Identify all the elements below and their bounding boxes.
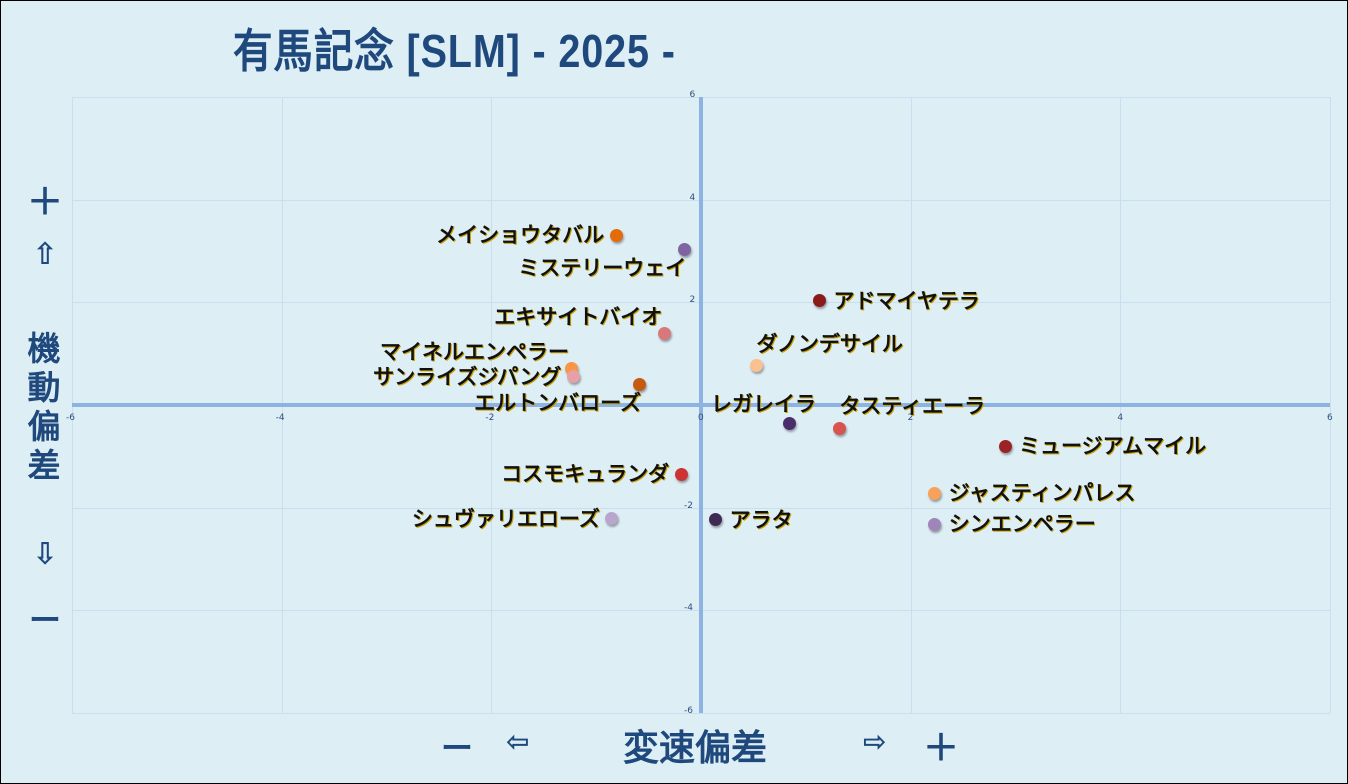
data-point[interactable]	[605, 512, 619, 526]
y-axis-line	[699, 97, 703, 713]
x-tick-label: -6	[66, 413, 75, 423]
chart-title: 有馬記念 [SLM] - 2025 -	[233, 25, 676, 77]
data-point[interactable]	[674, 467, 688, 481]
point-label: エルトンバローズ	[474, 390, 642, 415]
data-point[interactable]	[812, 294, 826, 308]
point-label: ミステリーウェイ	[518, 255, 687, 280]
y-tick-label: 2	[689, 295, 696, 306]
point-label: アラタ	[729, 507, 793, 532]
point-label: コスモキュランダ	[501, 462, 670, 487]
down-arrow-icon: ⇩	[32, 537, 58, 572]
up-arrow-icon: ⇧	[32, 237, 58, 272]
y-tick-label: 6	[689, 90, 696, 100]
data-point[interactable]	[632, 378, 646, 392]
plot-area: -6 -4 -2 0 2 4 6 6 4 2 -2 -4 -6 メイショウタバルミステリーウェイエキサイト…	[66, 90, 1333, 716]
y-tick-label: -2	[684, 500, 693, 511]
point-label: シュヴァリエローズ	[411, 506, 600, 531]
data-point[interactable]	[709, 513, 723, 527]
x-tick-label: 4	[1117, 413, 1124, 423]
x-axis-label: 変速偏差	[623, 728, 768, 769]
point-label: メイショウタバル	[436, 223, 605, 248]
left-arrow-icon: ⇦	[506, 725, 530, 758]
point-label: アドマイヤテラ	[833, 288, 980, 313]
point-label: ジャスティンパレス	[948, 481, 1136, 506]
data-point[interactable]	[609, 228, 623, 242]
point-label: エキサイトバイオ	[494, 305, 663, 330]
y-tick-label: -6	[684, 706, 693, 716]
x-tick-label: 2	[907, 413, 914, 423]
point-label: ミュージアムマイル	[1019, 434, 1207, 459]
data-point[interactable]	[677, 243, 691, 257]
x-plus-sign: ＋	[923, 728, 960, 769]
y-tick-label: 4	[689, 192, 696, 203]
point-label: タスティエーラ	[839, 394, 986, 419]
y-tick-label: -4	[684, 603, 693, 614]
gridline-horizontal	[72, 713, 1330, 714]
data-point[interactable]	[928, 486, 942, 500]
y-minus-sign: ー	[28, 601, 61, 639]
data-point[interactable]	[928, 517, 942, 531]
gridline-vertical	[1330, 97, 1331, 713]
right-arrow-icon: ⇨	[863, 725, 887, 758]
point-label: ダノンデサイル	[756, 331, 903, 356]
data-point[interactable]	[782, 417, 796, 431]
data-point[interactable]	[832, 421, 846, 435]
data-point[interactable]	[657, 326, 671, 340]
point-label: サンライズジパング	[373, 364, 562, 389]
y-plus-sign: ＋	[26, 182, 63, 223]
point-label: マイネルエンペラー	[380, 340, 569, 365]
y-axis-label: 機動偏差	[27, 329, 61, 485]
point-label: シンエンペラー	[948, 512, 1096, 537]
data-point[interactable]	[998, 439, 1012, 453]
x-tick-label: 6	[1327, 413, 1333, 423]
x-tick-label: -4	[275, 413, 285, 423]
x-minus-sign: ー	[441, 729, 474, 767]
x-tick-label: -2	[485, 413, 495, 423]
point-label: レガレイラ	[711, 391, 817, 416]
x-tick-label: 0	[698, 413, 704, 423]
data-point[interactable]	[566, 370, 580, 384]
data-point[interactable]	[750, 359, 764, 373]
